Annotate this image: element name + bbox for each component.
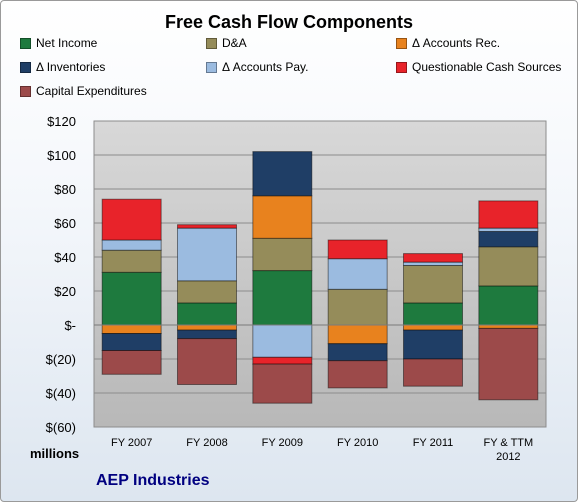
bar-segment	[478, 324, 539, 329]
y-tick-label: $60	[54, 216, 76, 231]
bar-segment	[252, 356, 313, 365]
legend-swatch	[396, 37, 407, 49]
y-tick-label: $100	[47, 148, 76, 163]
bar-segment	[177, 227, 237, 282]
bar-segment	[478, 327, 539, 401]
bar-segment	[252, 270, 313, 326]
company-name: AEP Industries	[96, 472, 210, 489]
bar-segment	[177, 338, 237, 386]
legend-item: Net Income	[20, 36, 97, 50]
bar-segment	[252, 363, 313, 404]
y-tick-label: $20	[54, 284, 76, 299]
legend-label: Questionable Cash Sources	[412, 60, 562, 74]
x-tick-label: FY 2007	[111, 437, 152, 449]
bar-segment	[403, 265, 463, 304]
legend-item: Δ Accounts Pay.	[206, 60, 309, 74]
legend-item: D&A	[206, 36, 247, 50]
legend-swatch	[206, 37, 217, 49]
legend-swatch	[396, 61, 407, 73]
legend-swatch	[20, 37, 31, 49]
x-tick-label: FY 2009	[262, 437, 303, 449]
chart-legend: Net Income D&A Δ Accounts Rec. Δ Inventorie…	[20, 36, 570, 106]
legend-label: Δ Inventories	[36, 60, 106, 74]
bar-segment	[177, 324, 237, 331]
bar-segment	[101, 333, 162, 351]
legend-label: Δ Accounts Rec.	[412, 36, 501, 50]
legend-label: Δ Accounts Pay.	[222, 60, 309, 74]
x-tick-label: FY 2011	[413, 437, 454, 449]
bar-segment	[101, 350, 162, 375]
x-tick-label: FY 2010	[337, 437, 378, 449]
bar-segment	[101, 324, 162, 334]
bar-segment	[252, 237, 313, 272]
bar-segment	[177, 302, 237, 326]
bar-segment	[252, 151, 313, 197]
legend-item: Capital Expenditures	[20, 84, 147, 98]
y-tick-label: $120	[47, 114, 76, 129]
legend-swatch	[20, 85, 31, 97]
bar-segment	[403, 261, 463, 267]
bar-segment	[403, 329, 463, 360]
bar-segment	[101, 271, 162, 326]
legend-item: Δ Accounts Rec.	[396, 36, 500, 50]
y-tick-label: $(20)	[46, 352, 76, 367]
bar-segment	[327, 343, 388, 362]
y-tick-label: $40	[54, 250, 76, 265]
bar-segment	[101, 239, 162, 251]
bar-segment	[327, 288, 388, 326]
legend-item: Questionable Cash Sources	[396, 60, 561, 74]
bar-segment	[478, 246, 539, 287]
bar-segment	[403, 253, 463, 263]
y-tick-label: $(40)	[46, 386, 76, 401]
x-tick-label: FY & TTM	[483, 437, 533, 449]
bar-segment	[478, 285, 539, 326]
legend-swatch	[20, 61, 31, 73]
legend-label: Capital Expenditures	[36, 84, 147, 98]
plot-area	[93, 120, 547, 428]
y-tick-label: $80	[54, 182, 76, 197]
bar-segment	[327, 324, 388, 345]
bar-segment	[478, 227, 539, 233]
units-label: millions	[30, 446, 80, 461]
bar-segment	[403, 358, 463, 387]
x-tick-label: 2012	[496, 451, 520, 463]
bar-segment	[403, 324, 463, 331]
y-tick-label: $(60)	[46, 420, 76, 435]
bar-segment	[252, 324, 313, 358]
chart-title: Free Cash Flow Components	[164, 12, 414, 32]
bar-segment	[252, 195, 313, 239]
bar-segment	[101, 249, 162, 273]
bar-segment	[101, 198, 162, 241]
legend-item: Δ Inventories	[20, 60, 105, 74]
bar-segment	[403, 302, 463, 326]
bar-segment	[478, 231, 539, 248]
bar-segment	[177, 224, 237, 229]
legend-label: Net Income	[36, 36, 98, 50]
legend-label: D&A	[222, 36, 247, 50]
bar-segment	[327, 239, 388, 260]
bar-segment	[478, 200, 539, 229]
bar-segment	[177, 329, 237, 340]
x-tick-label: FY 2008	[186, 437, 227, 449]
y-tick-label: $-	[64, 318, 76, 333]
bar-segment	[327, 258, 388, 290]
bar-segment	[177, 280, 237, 304]
bar-segment	[327, 360, 388, 389]
legend-swatch	[206, 61, 217, 73]
